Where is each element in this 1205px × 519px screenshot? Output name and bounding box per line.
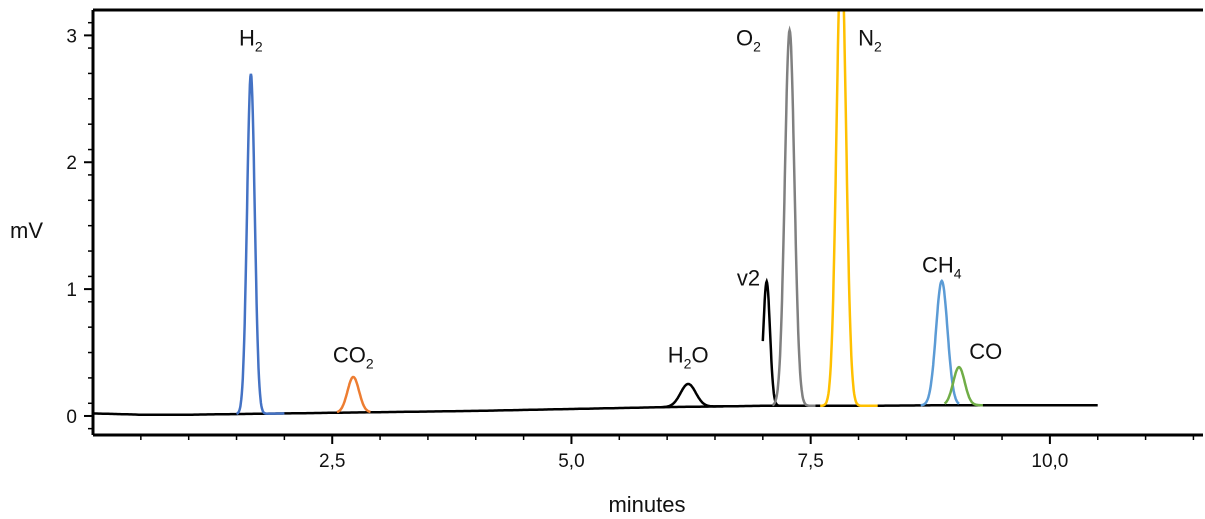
plot-area <box>93 10 1098 416</box>
peak-label: N2 <box>858 26 882 55</box>
y-tick-label: 2 <box>66 153 77 174</box>
peak-label: H2O <box>668 343 709 372</box>
peak-trace-v2 <box>761 277 782 408</box>
y-tick-label: 0 <box>66 407 77 428</box>
peak-label: CH4 <box>922 253 962 282</box>
x-tick-label: 2,5 <box>319 451 345 472</box>
peak-trace-n2 <box>820 10 878 408</box>
peak-label: O2 <box>736 26 761 55</box>
x-tick-label: 7,5 <box>797 451 823 472</box>
x-tick-label: 10,0 <box>1031 451 1068 472</box>
peak-trace-h2 <box>236 73 285 415</box>
y-tick-label: 1 <box>66 280 77 301</box>
labels: H2 CO2 H2O v2 O2 N2 CH4 CO <box>239 26 1002 372</box>
peak-label: CO2 <box>333 343 374 372</box>
peak-label: H2 <box>239 26 263 55</box>
peak-trace-h2o <box>657 382 725 409</box>
y-axis-title: mV <box>10 218 43 243</box>
axes: 2,5 5,0 7,5 10,0 0 1 2 3 minutes mV <box>10 8 1203 517</box>
peak-label: v2 <box>737 265 760 290</box>
baseline-trace <box>93 403 1098 416</box>
peak-trace-co <box>943 365 983 407</box>
x-tick-label: 5,0 <box>558 451 584 472</box>
peak-trace-co2 <box>336 375 371 414</box>
peak-trace-o2 <box>771 25 816 408</box>
peak-label: CO <box>969 339 1002 364</box>
x-axis-title: minutes <box>608 492 685 517</box>
y-tick-label: 3 <box>66 26 77 47</box>
